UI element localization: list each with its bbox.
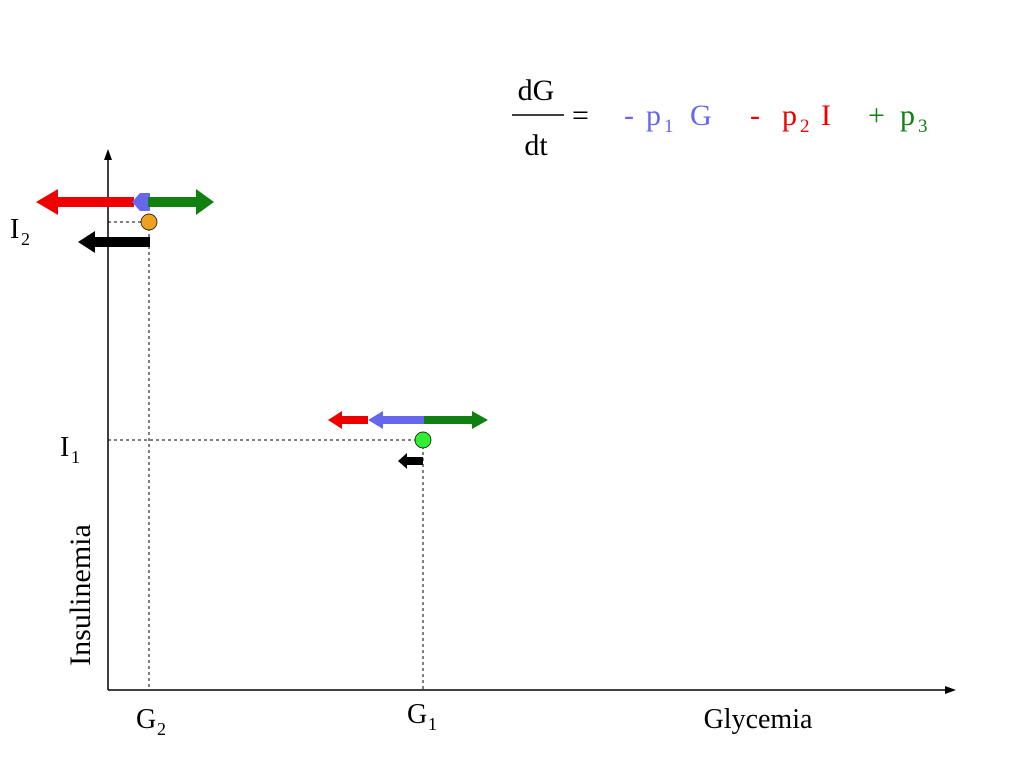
label-i2-sub: 2 <box>21 229 30 249</box>
label-i1-sub: 1 <box>71 447 80 467</box>
point-g1 <box>414 431 432 449</box>
equation-equals: = <box>572 99 589 132</box>
y-axis-title: Insulinemia <box>64 524 97 666</box>
equation: dG dt = - p 1 G - p 2 I + p 3 <box>512 74 928 162</box>
label-g1-sub: 1 <box>428 714 437 734</box>
arrow-g1-net <box>398 453 423 469</box>
label-i1-main: I <box>60 432 69 463</box>
x-axis-title: Glycemia <box>704 704 813 735</box>
term-p1-var: G <box>690 99 712 132</box>
term-p3: + p 3 <box>868 99 928 137</box>
arrow-g2-p3-term <box>148 189 214 215</box>
equation-denominator: dt <box>524 129 548 162</box>
label-g2-sub: 2 <box>157 719 166 739</box>
arrow-set-g2 <box>36 189 214 253</box>
label-g2-main: G <box>136 704 156 735</box>
term-p3-sign: + <box>868 99 885 132</box>
arrow-g1-p2-term <box>328 411 368 429</box>
label-g1: G 1 <box>407 699 437 734</box>
term-p1-sign: - <box>624 99 634 132</box>
term-p1-sub: 1 <box>664 116 674 137</box>
y-axis-arrowhead <box>104 149 112 160</box>
arrow-g1-p1-term <box>368 411 424 429</box>
axes <box>104 149 956 694</box>
equation-numerator: dG <box>518 74 555 107</box>
term-p2: - p 2 I <box>750 99 831 137</box>
term-p2-coef: p <box>782 99 797 132</box>
term-p1-coef: p <box>646 99 661 132</box>
label-i2-main: I <box>10 214 19 245</box>
term-p3-coef: p <box>900 99 915 132</box>
label-g1-main: G <box>407 699 427 730</box>
guide-lines <box>108 221 424 690</box>
term-p2-var: I <box>821 99 831 132</box>
label-i1: I 1 <box>60 432 80 467</box>
label-g2: G 2 <box>136 704 166 739</box>
arrow-g2-net <box>78 231 150 253</box>
term-p2-sign: - <box>750 99 760 132</box>
term-p3-sub: 3 <box>918 116 928 137</box>
point-g2 <box>140 213 158 231</box>
term-p2-sub: 2 <box>800 116 810 137</box>
term-p1: - p 1 G <box>624 99 712 137</box>
x-axis-arrowhead <box>945 686 956 694</box>
arrow-g2-p2-term <box>36 189 134 215</box>
arrow-g2-p1-term <box>132 193 150 211</box>
label-i2: I 2 <box>10 214 30 249</box>
arrow-set-g1 <box>328 411 488 469</box>
arrow-g1-p3-term <box>424 411 488 429</box>
